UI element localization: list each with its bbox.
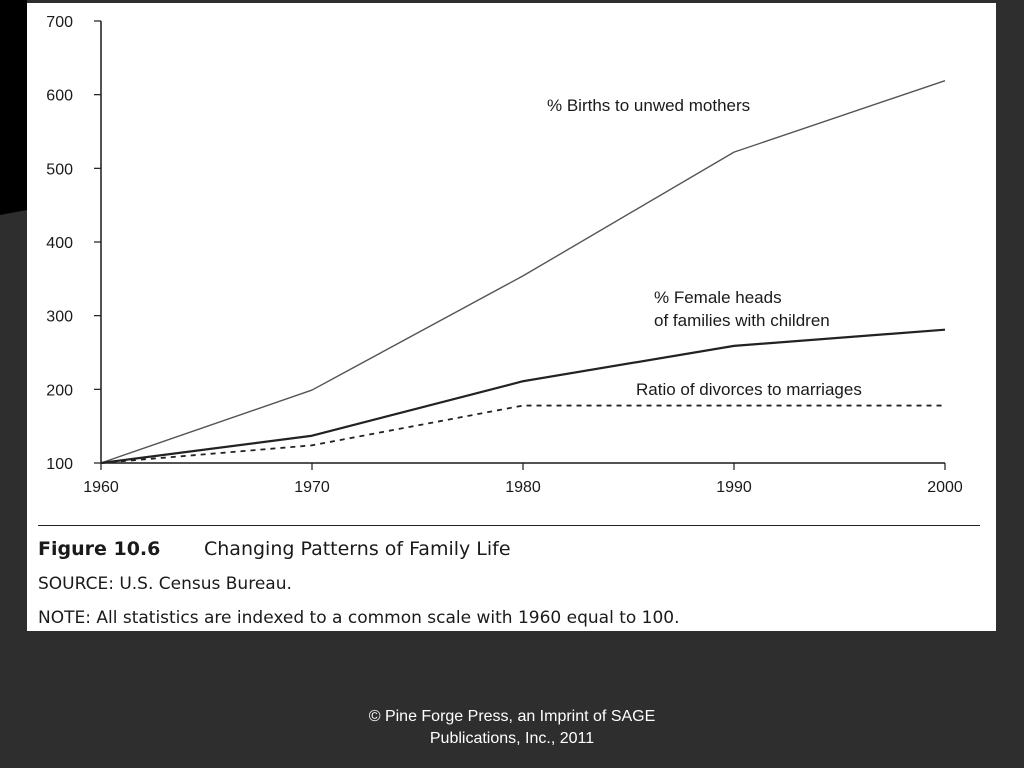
figure-source: SOURCE: U.S. Census Bureau. bbox=[38, 574, 292, 594]
y-tick-label: 100 bbox=[46, 456, 73, 473]
series-line-3 bbox=[100, 404, 945, 464]
x-tick-label: 1980 bbox=[505, 479, 541, 496]
credit-line-2: Publications, Inc., 2011 bbox=[429, 730, 595, 747]
credit-line-1: © Pine Forge Press, an Imprint of SAGE bbox=[368, 708, 656, 725]
series-label-3: Ratio of divorces to marriages bbox=[636, 380, 862, 399]
copyright-credit: © Pine Forge Press, an Imprint of SAGE P… bbox=[312, 706, 712, 750]
series-label-2: % Female heads bbox=[654, 288, 782, 307]
x-tick-label: 2000 bbox=[927, 479, 963, 496]
figure-note: NOTE: All statistics are indexed to a co… bbox=[38, 608, 680, 628]
y-tick-label: 400 bbox=[46, 235, 73, 252]
figure-caption-title: Figure 10.6 Changing Patterns of Family L… bbox=[38, 538, 511, 560]
series-label-2: of families with children bbox=[654, 311, 830, 330]
figure-panel: 100 200 300 400 500 600 700 1960 1970 1980 1990 200… bbox=[27, 3, 996, 631]
y-tick-label: 600 bbox=[46, 88, 73, 105]
y-tick-label: 300 bbox=[46, 309, 73, 326]
caption-divider bbox=[38, 525, 980, 526]
y-tick-label: 700 bbox=[46, 14, 73, 31]
figure-number: Figure 10.6 bbox=[38, 538, 161, 560]
y-tick-label: 200 bbox=[46, 382, 73, 399]
x-tick-label: 1990 bbox=[716, 479, 752, 496]
y-tick-label: 500 bbox=[46, 161, 73, 178]
x-tick-label: 1970 bbox=[294, 479, 330, 496]
x-tick-label: 1960 bbox=[83, 479, 119, 496]
figure-title: Changing Patterns of Family Life bbox=[204, 538, 511, 560]
line-chart: 100 200 300 400 500 600 700 1960 1970 1980 1990 200… bbox=[46, 14, 963, 496]
series-label-1: % Births to unwed mothers bbox=[547, 96, 750, 115]
